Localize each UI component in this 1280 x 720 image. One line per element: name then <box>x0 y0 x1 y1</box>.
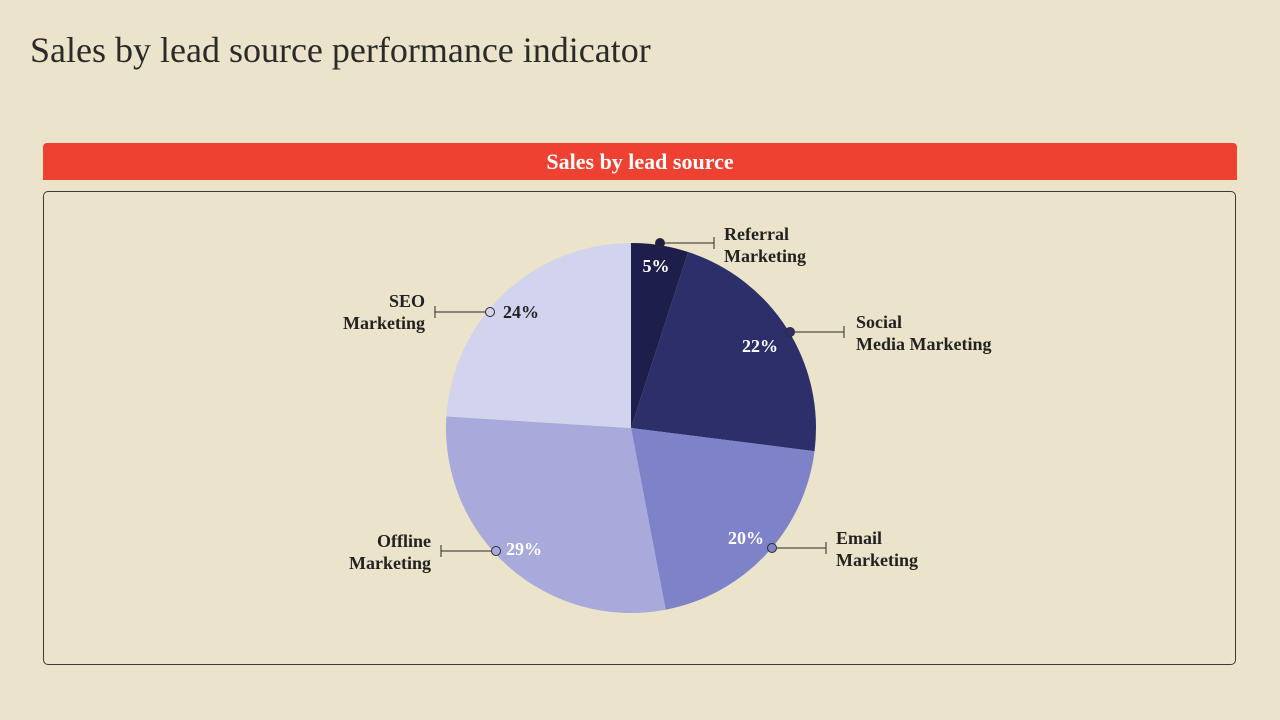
data-label: 29% <box>506 539 542 559</box>
page-title: Sales by lead source performance indicat… <box>30 30 651 70</box>
pie-slice <box>631 243 689 428</box>
leader-dot <box>485 307 495 317</box>
data-label: 20% <box>728 528 764 548</box>
pie-slice <box>446 416 666 613</box>
category-label: Referral Marketing <box>724 224 806 266</box>
category-label: Email Marketing <box>836 528 918 570</box>
chart-header-banner: Sales by lead source <box>43 143 1237 180</box>
leader-dot <box>767 543 777 553</box>
category-label: SEO Marketing <box>343 291 425 333</box>
pie-slice <box>631 252 816 452</box>
leader-dot <box>655 238 665 248</box>
pie-slice <box>631 428 815 610</box>
chart-panel <box>43 191 1236 665</box>
data-label: 5% <box>643 256 670 276</box>
pie-slice <box>446 243 631 428</box>
category-label: Offline Marketing <box>349 531 431 573</box>
data-label: 22% <box>742 336 778 356</box>
category-label: Social Media Marketing <box>856 312 991 354</box>
leader-dot <box>785 327 795 337</box>
data-label: 24% <box>503 302 539 322</box>
leader-dot <box>491 546 501 556</box>
